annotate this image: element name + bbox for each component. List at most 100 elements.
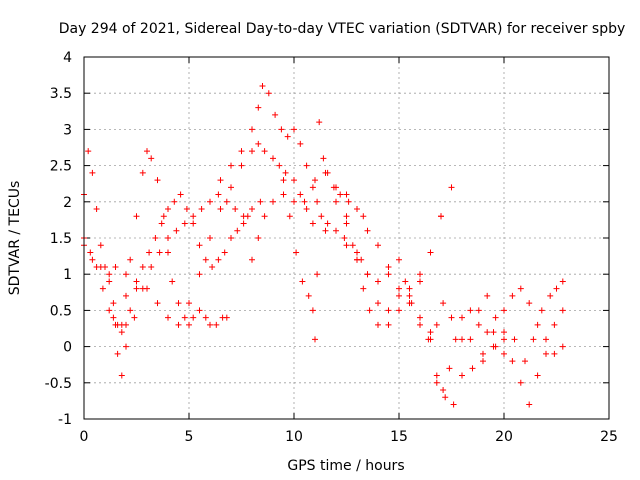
y-axis-label: SDTVAR / TECUs bbox=[7, 181, 23, 296]
data-point bbox=[427, 329, 434, 336]
data-point bbox=[280, 191, 287, 198]
data-point bbox=[154, 177, 161, 184]
data-point bbox=[375, 242, 381, 249]
x-tick-label: 0 bbox=[80, 429, 89, 445]
data-point bbox=[148, 263, 155, 270]
series-track-1 bbox=[81, 148, 230, 328]
data-point bbox=[110, 314, 117, 321]
data-point bbox=[501, 329, 507, 336]
data-point bbox=[366, 307, 373, 314]
data-point bbox=[207, 235, 213, 241]
series-track-6 bbox=[249, 119, 367, 263]
data-point bbox=[196, 307, 203, 314]
data-point bbox=[385, 321, 392, 328]
data-point bbox=[228, 235, 234, 241]
data-point bbox=[543, 336, 549, 343]
gridlines bbox=[84, 57, 609, 419]
data-point bbox=[215, 191, 222, 198]
data-point bbox=[402, 278, 409, 285]
series-track-12 bbox=[343, 213, 444, 328]
data-point bbox=[217, 206, 224, 213]
data-point bbox=[333, 198, 339, 205]
data-point bbox=[217, 177, 224, 184]
data-point bbox=[440, 300, 447, 307]
data-point bbox=[559, 343, 566, 350]
data-point bbox=[291, 126, 297, 133]
series-track-10 bbox=[427, 285, 566, 372]
data-point bbox=[190, 314, 197, 321]
data-point bbox=[228, 184, 234, 191]
data-point bbox=[309, 307, 316, 314]
data-point bbox=[312, 336, 318, 343]
x-tick-label: 5 bbox=[185, 429, 194, 445]
data-point bbox=[89, 256, 96, 263]
data-point bbox=[255, 104, 262, 111]
data-point bbox=[417, 321, 423, 328]
data-point bbox=[114, 350, 121, 357]
data-point bbox=[322, 169, 329, 176]
y-tick-label: -1 bbox=[58, 412, 72, 428]
data-point bbox=[448, 314, 455, 321]
data-point bbox=[102, 263, 108, 270]
data-point bbox=[349, 242, 356, 249]
data-point bbox=[301, 198, 308, 205]
data-point bbox=[406, 285, 413, 292]
data-point bbox=[312, 177, 318, 184]
data-point bbox=[133, 213, 140, 220]
data-point bbox=[501, 307, 507, 314]
data-point bbox=[480, 358, 486, 365]
data-point bbox=[375, 300, 381, 307]
data-point bbox=[181, 220, 188, 227]
data-point bbox=[190, 213, 197, 220]
data-point bbox=[276, 162, 283, 169]
data-point bbox=[112, 263, 119, 270]
data-point bbox=[85, 148, 92, 155]
data-point bbox=[467, 307, 474, 314]
series-track-8 bbox=[322, 169, 507, 408]
data-point bbox=[459, 314, 465, 321]
data-point bbox=[517, 379, 524, 386]
data-point bbox=[278, 126, 285, 133]
data-point bbox=[123, 292, 129, 299]
data-point bbox=[522, 358, 528, 365]
data-point bbox=[297, 140, 304, 147]
data-point bbox=[240, 220, 247, 227]
data-point bbox=[534, 321, 541, 328]
data-point bbox=[89, 169, 96, 176]
data-point bbox=[551, 321, 558, 328]
data-point bbox=[165, 249, 171, 256]
data-point bbox=[509, 358, 516, 365]
data-point bbox=[196, 271, 203, 278]
data-point bbox=[118, 329, 125, 336]
data-point bbox=[354, 249, 360, 256]
data-point bbox=[343, 242, 350, 249]
data-point bbox=[127, 256, 134, 263]
data-point bbox=[440, 387, 447, 394]
y-tick-label: 0 bbox=[63, 340, 72, 356]
data-point bbox=[364, 227, 371, 234]
data-point bbox=[118, 372, 125, 379]
data-marks bbox=[81, 82, 566, 408]
data-point bbox=[183, 206, 190, 213]
data-point bbox=[452, 336, 459, 343]
data-point bbox=[467, 336, 474, 343]
chart-title: Day 294 of 2021, Sidereal Day-to-day VTE… bbox=[59, 21, 626, 37]
data-point bbox=[186, 300, 192, 307]
x-tick-labels: 0 5 10 15 20 25 bbox=[80, 429, 618, 445]
data-point bbox=[459, 372, 465, 379]
data-point bbox=[534, 372, 541, 379]
data-point bbox=[475, 307, 482, 314]
data-point bbox=[343, 213, 350, 220]
data-point bbox=[234, 227, 241, 234]
data-point bbox=[553, 285, 560, 292]
data-point bbox=[249, 126, 255, 133]
data-point bbox=[165, 314, 171, 321]
data-point bbox=[232, 206, 239, 213]
series-track-11 bbox=[480, 278, 566, 365]
data-point bbox=[291, 177, 297, 184]
data-point bbox=[469, 365, 476, 372]
x-axis-label: GPS time / hours bbox=[287, 458, 404, 474]
data-point bbox=[490, 343, 497, 350]
data-point bbox=[171, 198, 178, 205]
